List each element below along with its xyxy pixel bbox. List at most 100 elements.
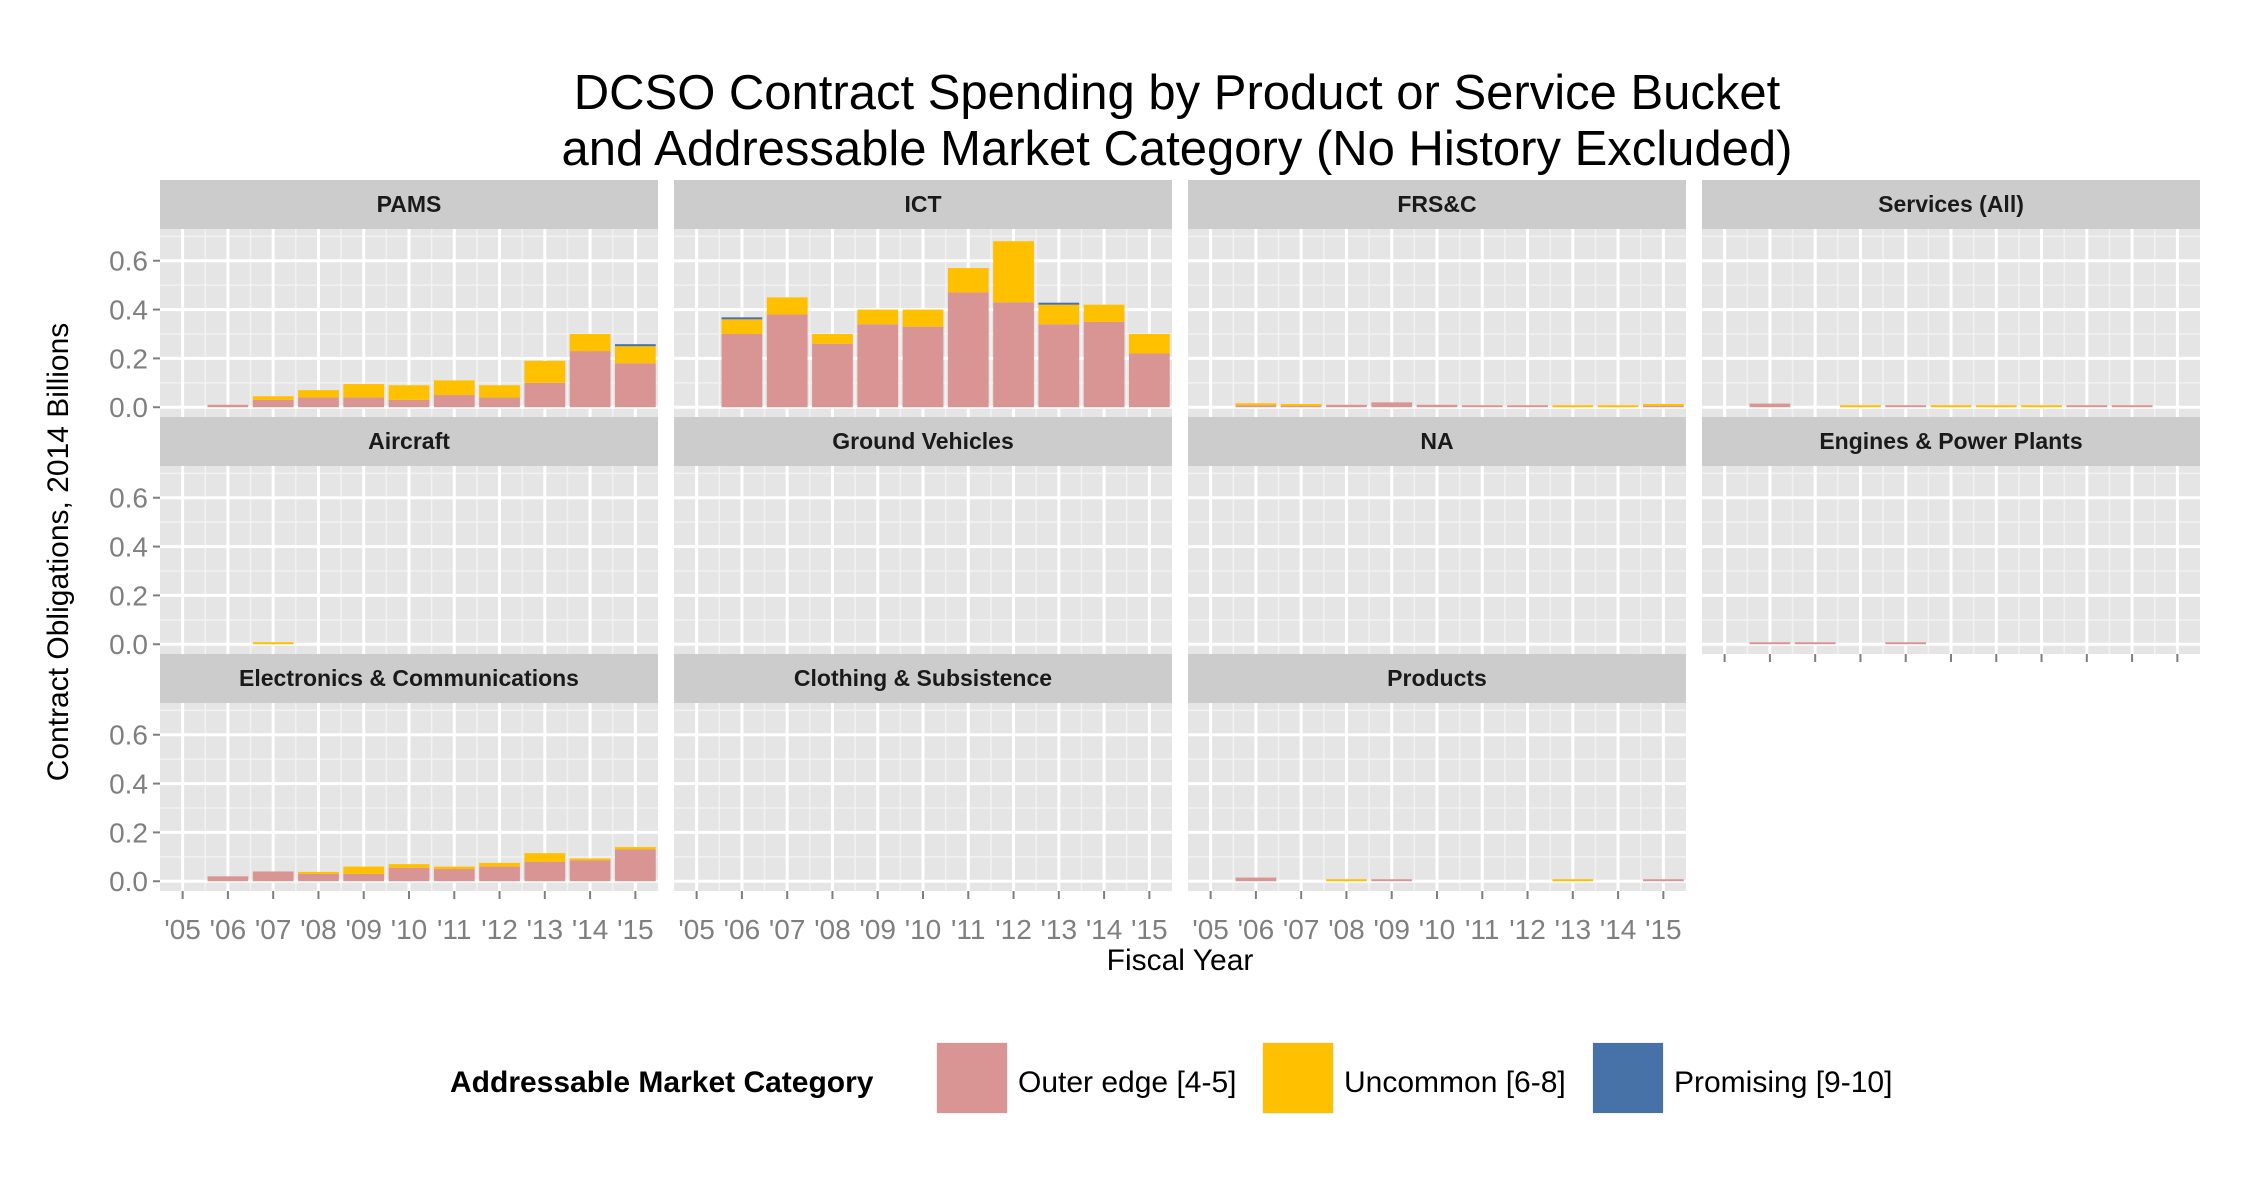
bar-ict-2013-uncommon-6-8 (1038, 304, 1080, 325)
x-tick-label: '14 (1600, 914, 1637, 945)
bar-ict-2006-promising-9-10 (721, 317, 763, 320)
y-tick-label: 0.6 (109, 720, 148, 751)
bar-ict-2010-outer-edge-4-5 (902, 326, 944, 408)
x-tick-label: '10 (905, 914, 942, 945)
bar-ict-2010-uncommon-6-8 (902, 309, 944, 327)
legend-label: Outer edge [4-5] (1018, 1066, 1236, 1099)
y-tick-label: 0.2 (109, 817, 148, 848)
legend-title: Addressable Market Category (450, 1066, 874, 1099)
bar-frsandc-2007-outer-edge-4-5 (1280, 405, 1322, 408)
bar-ict-2007-outer-edge-4-5 (766, 314, 808, 408)
bar-services-all-2014-outer-edge-4-5 (2111, 405, 2153, 408)
legend: Addressable Market Category Outer edge [… (450, 1042, 1892, 1114)
x-tick-label: '09 (345, 914, 382, 945)
bar-pams-2007-outer-edge-4-5 (252, 399, 294, 408)
chart-title: DCSO Contract Spending by Product or Ser… (574, 66, 1781, 120)
panel-ground-vehicles: Ground Vehicles (674, 417, 1172, 654)
panel-aircraft: Aircraft 0.0 0.2 0.4 0.6 (109, 417, 658, 660)
legend-swatch-promising-9-10 (1593, 1043, 1663, 1113)
bar-pams-2008-outer-edge-4-5 (298, 397, 339, 408)
panel-frsandc: FRS&C (1188, 180, 1686, 417)
x-tick-label: '11 (437, 914, 471, 945)
bar-products-2013-uncommon-6-8 (1552, 879, 1594, 882)
x-tick-label: '11 (1465, 914, 1499, 945)
bar-services-all-2011-uncommon-6-8 (1975, 405, 2017, 408)
y-tick-label: 0.0 (109, 629, 148, 660)
bar-pams-2013-uncommon-6-8 (524, 360, 566, 383)
bar-engines-and-power-plants-2006-outer-edge-4-5 (1749, 642, 1791, 645)
y-tick-label: 0.2 (109, 580, 148, 611)
strip-label: NA (1420, 428, 1453, 454)
bar-ict-2012-outer-edge-4-5 (993, 302, 1034, 408)
strip-products (1188, 654, 1686, 703)
bar-electronics-and-communications-2012-uncommon-6-8 (479, 862, 520, 867)
bar-pams-2015-outer-edge-4-5 (614, 363, 656, 408)
bar-frsandc-2008-outer-edge-4-5 (1326, 404, 1367, 408)
bar-pams-2011-uncommon-6-8 (433, 380, 475, 396)
panel-engines-and-power-plants: Engines & Power Plants (1702, 417, 2200, 662)
x-tick-label: '07 (1283, 914, 1320, 945)
bar-frsandc-2006-uncommon-6-8 (1235, 403, 1277, 406)
strip-ground-vehicles (674, 417, 1172, 466)
bar-services-all-2013-outer-edge-4-5 (2066, 405, 2108, 408)
bar-frsandc-2010-outer-edge-4-5 (1416, 404, 1458, 408)
panel-clothing-and-subsistence: Clothing & Subsistence '05 '06 '07 '08 '09 '10… (674, 654, 1172, 945)
bar-pams-2014-uncommon-6-8 (569, 333, 611, 352)
x-tick-label: '10 (391, 914, 428, 945)
bar-frsandc-2009-outer-edge-4-5 (1371, 402, 1413, 408)
strip-clothing-and-subsistence (674, 654, 1172, 703)
bar-electronics-and-communications-2006-outer-edge-4-5 (207, 876, 249, 882)
x-tick-label: '06 (1238, 914, 1275, 945)
y-tick-label: 0.2 (109, 343, 148, 374)
x-tick-label: '12 (481, 914, 518, 945)
bar-ict-2009-outer-edge-4-5 (857, 324, 899, 408)
x-tick-label: '15 (1645, 914, 1682, 945)
x-tick-label: '07 (769, 914, 806, 945)
bar-electronics-and-communications-2010-outer-edge-4-5 (388, 867, 430, 882)
bar-ict-2008-outer-edge-4-5 (812, 343, 853, 408)
bar-electronics-and-communications-2009-outer-edge-4-5 (343, 873, 385, 882)
bar-electronics-and-communications-2008-uncommon-6-8 (298, 871, 339, 874)
strip-electronics-and-communications (160, 654, 658, 703)
bar-electronics-and-communications-2007-outer-edge-4-5 (252, 871, 294, 882)
x-tick-label: '05 (164, 914, 201, 945)
strip-label: PAMS (377, 191, 442, 217)
x-tick-label: '09 (859, 914, 896, 945)
panel-pams: PAMS 0.0 0.2 0.4 0.6 (109, 180, 658, 423)
x-tick-label: '08 (300, 914, 337, 945)
bar-frsandc-2015-outer-edge-4-5 (1642, 405, 1684, 408)
bar-electronics-and-communications-2012-outer-edge-4-5 (479, 866, 520, 882)
bar-ict-2011-uncommon-6-8 (947, 268, 989, 293)
bar-pams-2013-outer-edge-4-5 (524, 382, 566, 408)
bar-pams-2012-uncommon-6-8 (479, 385, 520, 398)
bar-electronics-and-communications-2011-outer-edge-4-5 (433, 869, 475, 882)
bar-ict-2009-uncommon-6-8 (857, 309, 899, 325)
x-tick-label: '14 (572, 914, 609, 945)
bar-pams-2011-outer-edge-4-5 (433, 395, 475, 408)
bar-services-all-2012-uncommon-6-8 (2021, 405, 2062, 408)
bar-ict-2012-uncommon-6-8 (993, 241, 1034, 303)
y-tick-label: 0.4 (109, 295, 148, 326)
bar-products-2006-outer-edge-4-5 (1235, 877, 1277, 882)
x-tick-label: '05 (1192, 914, 1229, 945)
y-tick-label: 0.6 (109, 483, 148, 514)
x-tick-label: '07 (255, 914, 292, 945)
strip-label: Engines & Power Plants (1819, 428, 2082, 454)
bar-electronics-and-communications-2015-outer-edge-4-5 (614, 849, 656, 882)
strip-label: Aircraft (368, 428, 450, 454)
strip-label: Ground Vehicles (832, 428, 1014, 454)
bar-engines-and-power-plants-2007-outer-edge-4-5 (1794, 642, 1836, 645)
bar-ict-2014-outer-edge-4-5 (1083, 321, 1125, 408)
x-tick-label: '08 (1328, 914, 1365, 945)
x-tick-label: '12 (995, 914, 1032, 945)
legend-label: Uncommon [6-8] (1344, 1066, 1566, 1099)
x-tick-label: '11 (951, 914, 985, 945)
bar-frsandc-2007-uncommon-6-8 (1280, 404, 1322, 407)
x-axis-title: Fiscal Year (1107, 944, 1254, 977)
bar-pams-2006-outer-edge-4-5 (207, 404, 249, 408)
bar-electronics-and-communications-2015-uncommon-6-8 (614, 847, 656, 850)
x-tick-label: '06 (724, 914, 761, 945)
panel-products: Products '05 '06 '07 '08 '09 '10 '11 '12 '13 '14 '1… (1188, 654, 1686, 945)
